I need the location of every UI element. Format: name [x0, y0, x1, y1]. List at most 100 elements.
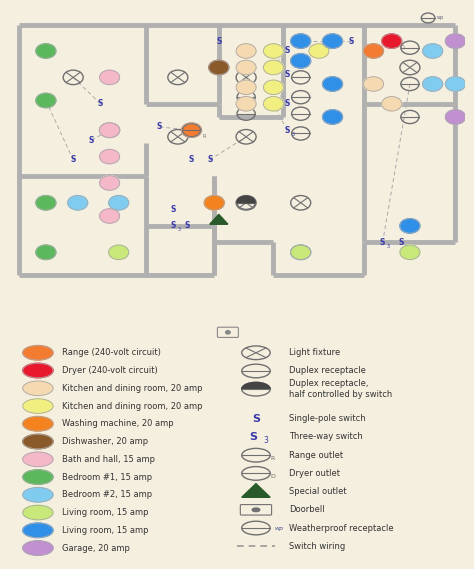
- Circle shape: [291, 34, 311, 48]
- Circle shape: [236, 80, 256, 94]
- Circle shape: [23, 452, 53, 467]
- Text: Bedroom #2, 15 amp: Bedroom #2, 15 amp: [62, 490, 152, 500]
- Text: Duplex receptacle,: Duplex receptacle,: [289, 379, 369, 388]
- Text: Living room, 15 amp: Living room, 15 amp: [62, 508, 148, 517]
- Circle shape: [423, 44, 443, 58]
- Text: 3: 3: [263, 436, 268, 445]
- Circle shape: [23, 470, 53, 484]
- Circle shape: [36, 93, 56, 108]
- Circle shape: [100, 149, 119, 164]
- Text: S: S: [89, 135, 94, 145]
- Circle shape: [36, 245, 56, 259]
- Text: S: S: [252, 414, 260, 424]
- Text: Dishwasher, 20 amp: Dishwasher, 20 amp: [62, 437, 148, 446]
- Text: Dryer outlet: Dryer outlet: [289, 469, 340, 478]
- Circle shape: [322, 110, 343, 124]
- Text: S: S: [157, 122, 162, 131]
- Circle shape: [100, 70, 119, 85]
- Text: S: S: [216, 36, 221, 46]
- Text: Dryer (240-volt circuit): Dryer (240-volt circuit): [62, 366, 157, 375]
- Circle shape: [291, 245, 311, 259]
- Circle shape: [23, 363, 53, 378]
- Circle shape: [264, 44, 283, 58]
- Text: S: S: [189, 155, 194, 164]
- Circle shape: [23, 523, 53, 538]
- Circle shape: [23, 399, 53, 413]
- Circle shape: [446, 34, 465, 48]
- Circle shape: [36, 44, 56, 58]
- Circle shape: [322, 34, 343, 48]
- Text: Garage, 20 amp: Garage, 20 amp: [62, 543, 129, 552]
- Circle shape: [23, 434, 53, 449]
- Circle shape: [100, 123, 119, 138]
- Text: Switch wiring: Switch wiring: [289, 542, 346, 551]
- Text: S: S: [171, 221, 176, 230]
- Text: 3: 3: [292, 131, 294, 137]
- Circle shape: [423, 77, 443, 91]
- Circle shape: [400, 245, 420, 259]
- Circle shape: [23, 381, 53, 395]
- Circle shape: [236, 60, 256, 75]
- Circle shape: [400, 245, 420, 259]
- Polygon shape: [242, 382, 270, 389]
- Text: Weatherproof receptacle: Weatherproof receptacle: [289, 523, 394, 533]
- Circle shape: [23, 541, 53, 555]
- Polygon shape: [210, 215, 228, 224]
- Circle shape: [364, 77, 383, 91]
- Text: Special outlet: Special outlet: [289, 487, 347, 496]
- Circle shape: [23, 345, 53, 360]
- Circle shape: [264, 60, 283, 75]
- Circle shape: [264, 44, 283, 58]
- Circle shape: [100, 176, 119, 190]
- Text: Single-pole switch: Single-pole switch: [289, 414, 366, 423]
- Circle shape: [400, 218, 420, 233]
- Text: R: R: [203, 134, 206, 139]
- Text: S: S: [207, 155, 212, 164]
- Circle shape: [204, 196, 224, 210]
- Circle shape: [100, 123, 119, 138]
- Text: wp: wp: [274, 526, 283, 530]
- Circle shape: [236, 44, 256, 58]
- Circle shape: [291, 245, 311, 259]
- Circle shape: [23, 434, 53, 449]
- Text: Duplex receptacle: Duplex receptacle: [289, 366, 366, 376]
- Circle shape: [446, 77, 465, 91]
- Text: S: S: [284, 69, 290, 79]
- Text: D: D: [270, 475, 275, 479]
- Circle shape: [68, 196, 88, 210]
- Circle shape: [291, 245, 311, 259]
- Circle shape: [291, 245, 311, 259]
- Circle shape: [23, 417, 53, 431]
- Circle shape: [309, 44, 329, 58]
- Polygon shape: [242, 484, 270, 497]
- Circle shape: [446, 110, 465, 124]
- Circle shape: [264, 97, 283, 111]
- Circle shape: [23, 363, 53, 378]
- Text: Doorbell: Doorbell: [289, 505, 325, 514]
- Circle shape: [68, 196, 88, 210]
- Circle shape: [226, 331, 230, 334]
- Text: S: S: [348, 36, 354, 46]
- Circle shape: [446, 110, 465, 124]
- Circle shape: [264, 80, 283, 94]
- Circle shape: [264, 80, 283, 94]
- Circle shape: [23, 381, 53, 395]
- Text: Three-way switch: Three-way switch: [289, 432, 363, 442]
- Circle shape: [23, 488, 53, 502]
- Text: D: D: [401, 45, 405, 50]
- Circle shape: [423, 44, 443, 58]
- Text: S: S: [284, 99, 290, 108]
- Text: S: S: [250, 432, 257, 442]
- Text: Range (240-volt circuit): Range (240-volt circuit): [62, 348, 161, 357]
- Circle shape: [36, 93, 56, 108]
- Circle shape: [109, 245, 129, 259]
- Circle shape: [236, 80, 256, 94]
- Circle shape: [36, 196, 56, 210]
- Circle shape: [446, 77, 465, 91]
- Circle shape: [109, 245, 129, 259]
- Circle shape: [364, 44, 383, 58]
- Circle shape: [100, 149, 119, 164]
- Circle shape: [100, 209, 119, 223]
- Circle shape: [236, 60, 256, 75]
- Circle shape: [400, 218, 420, 233]
